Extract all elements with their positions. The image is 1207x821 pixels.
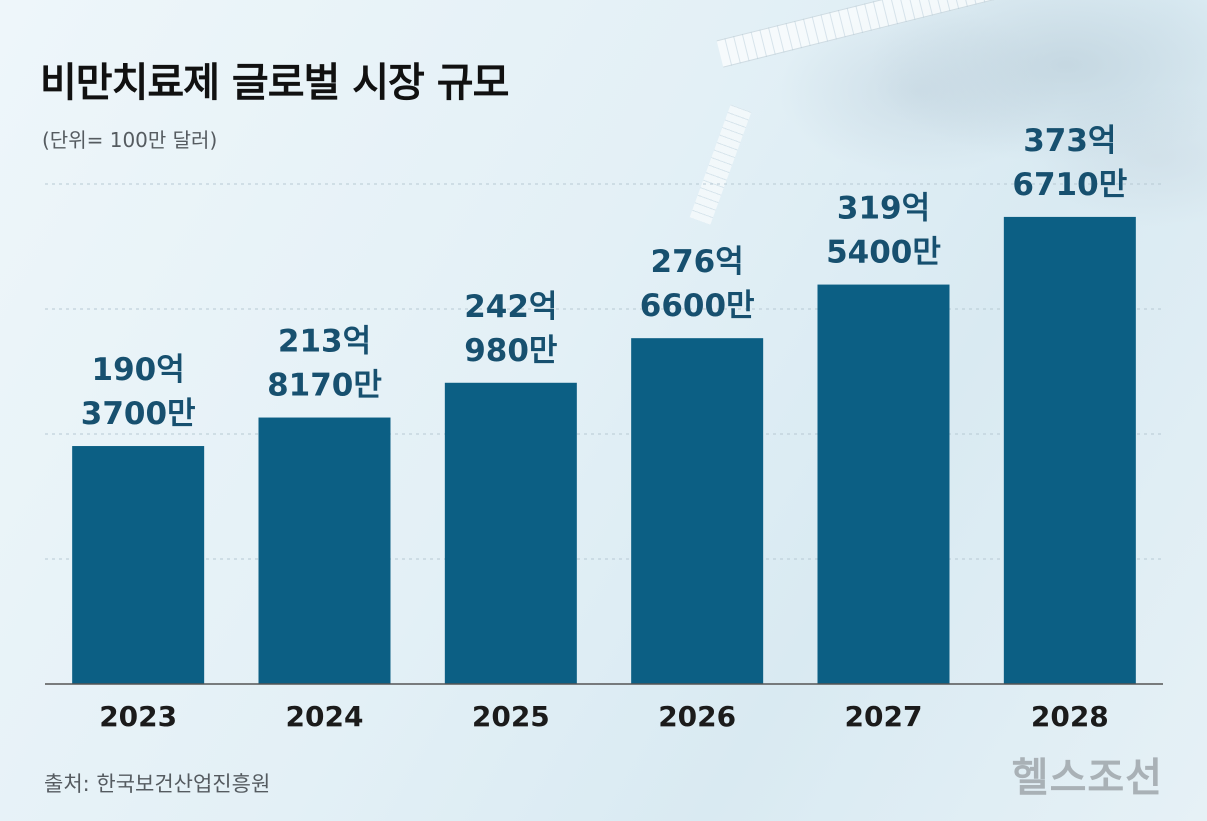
bar-value-label: 242억 [464,289,557,325]
bar [444,382,577,684]
bar-value-label: 190억 [92,352,185,388]
x-tick-label: 2025 [472,700,550,733]
bar [258,417,391,684]
x-tick-label: 2023 [99,700,177,733]
x-tick-label: 2027 [845,700,923,733]
source-label: 출처: 한국보건산업진흥원 [44,772,271,796]
bar [631,338,764,684]
chart-title: 비만치료제 글로벌 시장 규모 [40,60,509,106]
bar-value-label: 6600만 [640,288,755,324]
bar [1003,216,1136,684]
bar-value-label: 3700만 [81,396,196,432]
bar-value-label: 373억 [1023,123,1116,159]
bar [72,446,205,684]
bar-value-label: 980만 [464,333,557,369]
bar-value-label: 5400만 [826,235,941,271]
bar-value-label: 276억 [651,244,744,280]
brand-logo: 헬스조선 [1011,754,1163,801]
unit-label: (단위= 100만 달러) [42,128,218,152]
x-tick-label: 2026 [658,700,736,733]
bar-value-label: 213억 [278,324,371,360]
bar-value-label: 319억 [837,191,930,227]
bar-value-label: 8170만 [267,368,382,404]
bar [817,284,950,684]
bar-value-label: 6710만 [1012,167,1127,203]
x-tick-label: 2024 [286,700,364,733]
x-tick-label: 2028 [1031,700,1109,733]
